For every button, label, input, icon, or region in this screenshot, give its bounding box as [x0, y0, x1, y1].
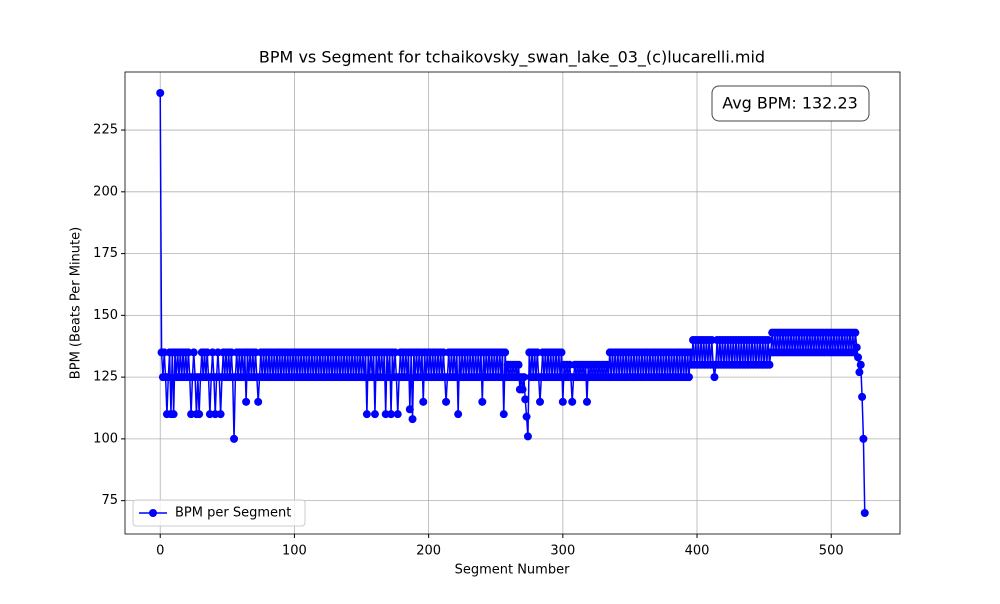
chart-title: BPM vs Segment for tchaikovsky_swan_lake…: [259, 48, 765, 68]
data-point: [405, 405, 414, 414]
data-point: [684, 373, 693, 382]
x-tick-label: 0: [156, 544, 164, 559]
data-point: [499, 410, 508, 419]
y-tick-label: 175: [93, 246, 118, 261]
data-point: [856, 360, 865, 369]
data-point: [523, 432, 532, 441]
data-point: [242, 397, 251, 406]
y-tick-label: 150: [93, 308, 118, 323]
x-tick-label: 300: [550, 544, 575, 559]
annotation: Avg BPM: 132.23: [722, 94, 858, 113]
x-tick-label: 100: [282, 544, 307, 559]
data-point: [557, 348, 566, 357]
data-point: [370, 410, 379, 419]
data-point: [169, 410, 178, 419]
data-point: [362, 410, 371, 419]
data-point: [558, 397, 567, 406]
data-point: [522, 412, 531, 421]
annotation-box: [711, 85, 870, 122]
data-point: [519, 373, 528, 382]
y-tick-label: 225: [93, 123, 118, 138]
data-point: [393, 410, 402, 419]
data-point: [195, 410, 204, 419]
data-point: [852, 343, 861, 352]
data-point: [478, 397, 487, 406]
data-point: [408, 415, 417, 424]
data-point: [603, 360, 612, 369]
data-point: [536, 397, 545, 406]
data-point: [189, 348, 198, 357]
series-line: [159, 92, 866, 514]
data-point: [582, 397, 591, 406]
y-tick-label: 125: [93, 370, 118, 385]
y-axis-label: BPM (Beats Per Minute): [69, 227, 84, 379]
data-point: [442, 397, 451, 406]
data-point: [764, 336, 773, 345]
data-point: [387, 410, 396, 419]
x-tick-label: 200: [416, 544, 441, 559]
data-point: [514, 360, 523, 369]
y-tick-label: 200: [93, 184, 118, 199]
data-point: [501, 348, 510, 357]
data-point: [858, 392, 867, 401]
data-point: [156, 89, 165, 97]
data-point: [568, 397, 577, 406]
data-point: [164, 373, 173, 382]
legend-label: BPM per Segment: [175, 506, 291, 521]
plot-frame: [124, 71, 901, 535]
data-point: [710, 373, 719, 382]
data-point: [216, 410, 225, 419]
data-point: [521, 395, 530, 404]
legend-box: [132, 499, 306, 527]
x-tick-label: 400: [685, 544, 710, 559]
data-point: [854, 353, 863, 362]
data-point: [765, 360, 774, 369]
y-tick-label: 75: [101, 493, 118, 508]
data-point: [851, 328, 860, 337]
data-point: [859, 434, 868, 443]
data-point: [860, 509, 869, 517]
data-point: [686, 348, 695, 357]
data-point: [518, 385, 527, 394]
data-point: [230, 434, 239, 443]
data-point: [454, 410, 463, 419]
data-point: [254, 397, 263, 406]
data-point: [855, 368, 864, 377]
y-tick-label: 100: [93, 431, 118, 446]
legend-marker: [149, 509, 157, 517]
data-point: [403, 373, 412, 382]
x-tick-label: 500: [819, 544, 844, 559]
data-point: [419, 397, 428, 406]
x-axis-label: Segment Number: [455, 563, 571, 578]
